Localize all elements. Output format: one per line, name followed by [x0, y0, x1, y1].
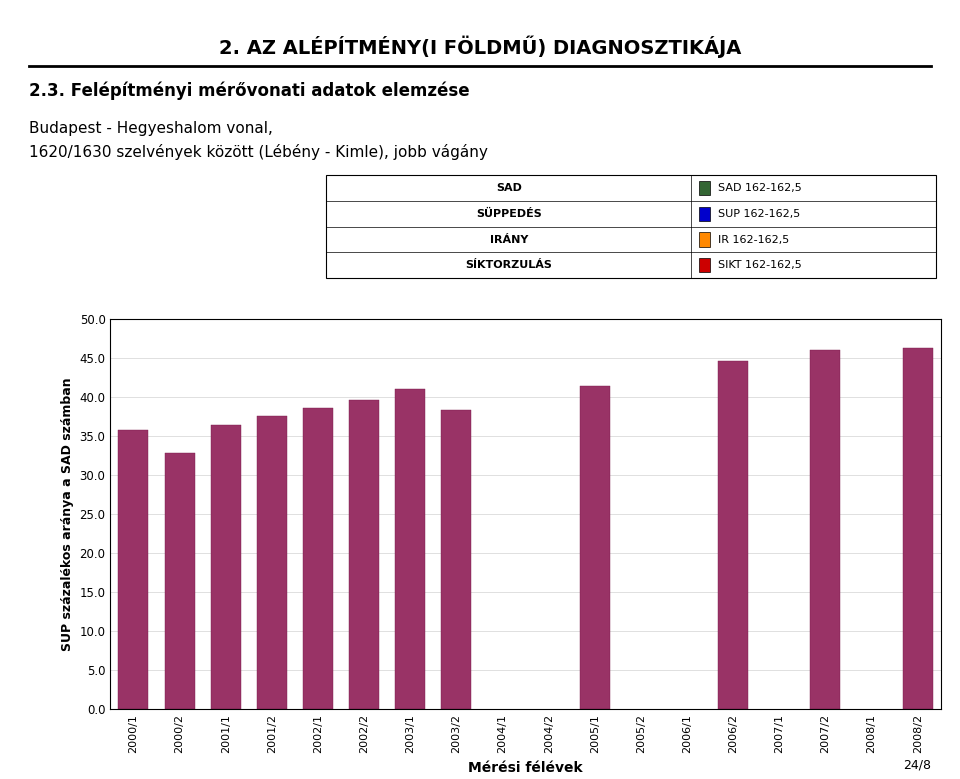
Text: SUP 162-162,5: SUP 162-162,5	[718, 209, 801, 219]
Bar	[442, 410, 471, 709]
Text: SÍKTORZULÁS: SÍKTORZULÁS	[466, 260, 552, 270]
Text: SAD 162-162,5: SAD 162-162,5	[718, 183, 802, 193]
Bar	[164, 453, 195, 709]
Text: SAD: SAD	[496, 183, 521, 193]
Bar	[718, 361, 748, 709]
Bar	[257, 416, 287, 709]
Bar	[902, 348, 933, 709]
Bar	[211, 425, 241, 709]
Text: 1620/1630 szelvények között (Lébény - Kimle), jobb vágány: 1620/1630 szelvények között (Lébény - Ki…	[29, 144, 488, 160]
Bar	[810, 350, 840, 709]
Text: IRÁNY: IRÁNY	[490, 234, 528, 245]
Y-axis label: SUP százalékos aránya a SAD számban: SUP százalékos aránya a SAD számban	[61, 377, 74, 651]
X-axis label: Mérési félévek: Mérési félévek	[468, 761, 583, 775]
Text: 24/8: 24/8	[903, 758, 931, 771]
Text: 2.3. Felépítményi mérővonati adatok elemzése: 2.3. Felépítményi mérővonati adatok elem…	[29, 82, 469, 100]
Bar	[349, 400, 379, 709]
Bar	[118, 430, 149, 709]
Bar	[580, 386, 610, 709]
Bar	[303, 408, 333, 709]
Text: SIKT 162-162,5: SIKT 162-162,5	[718, 260, 802, 270]
Bar	[396, 389, 425, 709]
Text: Budapest - Hegyeshalom vonal,: Budapest - Hegyeshalom vonal,	[29, 121, 273, 136]
Text: SÜPPEDÉS: SÜPPEDÉS	[476, 209, 541, 219]
Text: 2. AZ ALÉPÍTMÉNY(I FÖLDMŰ) DIAGNOSZTIKÁJA: 2. AZ ALÉPÍTMÉNY(I FÖLDMŰ) DIAGNOSZTIKÁJ…	[219, 35, 741, 58]
Text: IR 162-162,5: IR 162-162,5	[718, 234, 789, 245]
